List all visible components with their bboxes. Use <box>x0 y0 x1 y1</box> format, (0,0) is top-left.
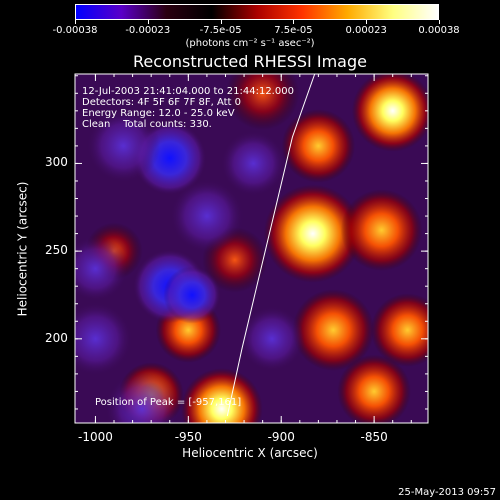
negative-source-blob <box>239 306 305 372</box>
colorbar-tick-mark <box>75 20 76 24</box>
positive-source-blob <box>281 109 356 183</box>
negative-source-blob <box>163 266 221 324</box>
x-tick-label: -1000 <box>77 430 113 444</box>
x-tick-label: -950 <box>174 430 202 444</box>
axis-ticks <box>75 74 428 423</box>
positive-source-blob <box>370 293 428 367</box>
colorbar-tick-mark <box>220 20 222 24</box>
x-tick-label: -850 <box>360 430 388 444</box>
colorbar-tick-label: -7.5e-05 <box>199 25 242 36</box>
colorbar-tick-mark <box>147 20 149 24</box>
peak-position-label: Position of Peak = [-957,161] <box>95 397 242 408</box>
negative-source-blob <box>105 372 179 423</box>
chart-title: Reconstructed RHESSI Image <box>133 52 367 71</box>
annotation-line: Clean Total counts: 330. <box>82 119 212 130</box>
colorbar <box>75 4 439 20</box>
colorbar-units: (photons cm⁻² s⁻¹ asec⁻²) <box>185 38 315 49</box>
positive-source-blob <box>340 189 423 271</box>
positive-source-blob <box>263 184 362 283</box>
annotation-line: 12-Jul-2003 21:41:04.000 to 21:44:12.000 <box>82 86 294 97</box>
x-axis-title: Heliocentric X (arcsec) <box>182 446 318 460</box>
negative-source-blob <box>220 130 287 197</box>
positive-source-blob <box>292 289 375 371</box>
y-tick-label: 300 <box>45 155 68 170</box>
solar-limb-line <box>226 74 316 417</box>
heatmap-sources <box>75 74 428 423</box>
negative-source-blob <box>75 235 129 302</box>
negative-source-blob <box>170 179 244 253</box>
negative-source-blob <box>86 109 161 183</box>
x-tick-label: -900 <box>267 430 295 444</box>
colorbar-tick-label: 0.00038 <box>418 25 460 36</box>
colorbar-tick-mark <box>366 20 368 24</box>
positive-source-blob <box>180 368 263 423</box>
positive-source-blob <box>351 74 428 152</box>
colorbar-tick-label: 7.5e-05 <box>274 25 313 36</box>
positive-source-blob <box>225 74 300 131</box>
y-axis-title: Heliocentric Y (arcsec) <box>15 181 30 317</box>
colorbar-tick-label: 0.00023 <box>345 25 387 36</box>
observation-annotation: 12-Jul-2003 21:41:04.000 to 21:44:12.000… <box>82 86 294 130</box>
colorbar-tick-mark <box>439 20 440 24</box>
y-tick-label: 200 <box>45 330 68 345</box>
plot-frame <box>74 73 429 424</box>
colorbar-tick-label: -0.00023 <box>125 25 171 36</box>
colorbar-tick-mark <box>293 20 295 24</box>
annotation-line: Energy Range: 12.0 - 25.0 keV <box>82 108 235 119</box>
y-tick-label: 250 <box>45 243 68 258</box>
positive-source-blob <box>337 354 411 423</box>
negative-source-blob <box>75 302 133 376</box>
colorbar-tick-label: -0.00038 <box>52 25 98 36</box>
annotation-line: Detectors: 4F 5F 6F 7F 8F, Att 0 <box>82 97 242 108</box>
render-timestamp: 25-May-2013 09:57 <box>398 487 496 498</box>
